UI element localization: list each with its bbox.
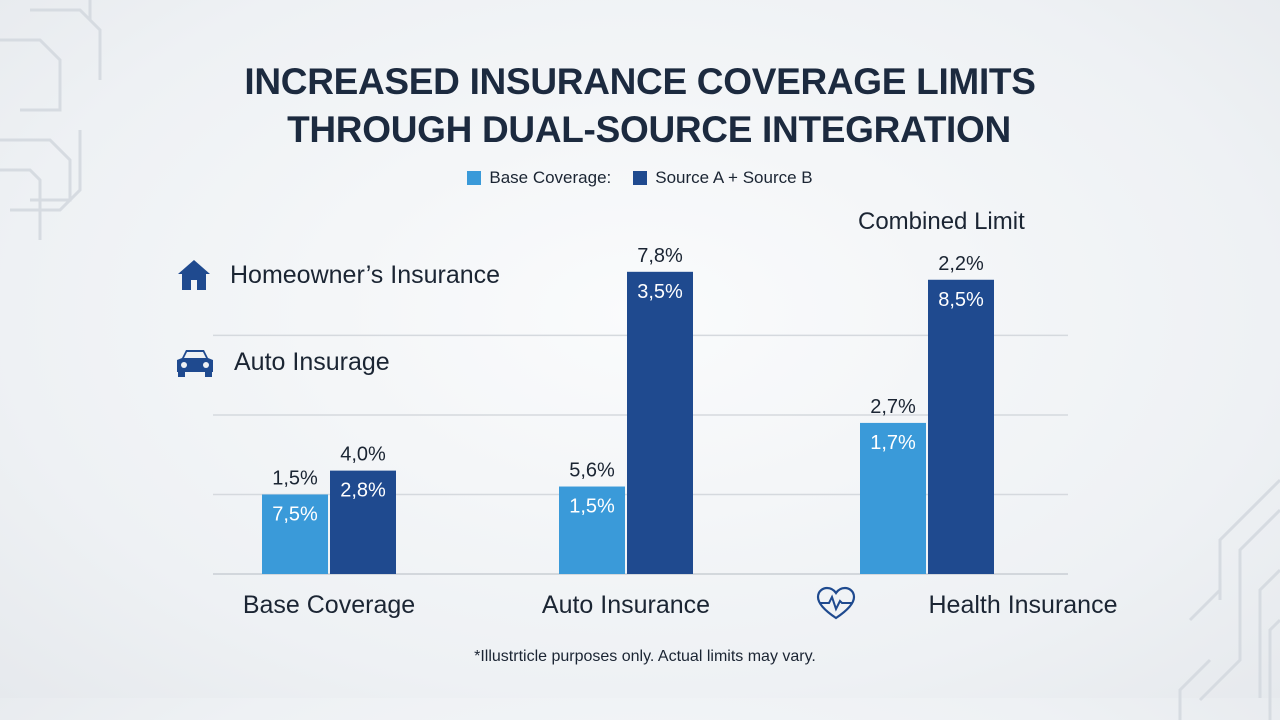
legend-swatch-source (633, 171, 648, 185)
background-pattern-left (0, 0, 102, 240)
combined-limit-label: Combined Limit (858, 208, 1025, 235)
bar-base-0 (262, 494, 328, 574)
legend-label-base: Base Coverage: (489, 168, 612, 187)
bar-inner-label: 2,8% (340, 480, 386, 502)
car-icon (177, 350, 213, 377)
title-line-2: THROUGH DUAL-SOURCE INTEGRATION (287, 109, 1011, 150)
bar-top-label: 2,7% (870, 396, 916, 418)
bar-inner-label: 1,7% (870, 432, 916, 454)
footnote: *Illustrticle purposes only. Actual limi… (474, 648, 816, 665)
bar-top-label: 4,0% (340, 444, 386, 466)
bar-source-2 (928, 279, 994, 574)
legend-label-source: Source A + Source B (655, 168, 813, 187)
bar-source-0 (330, 470, 396, 574)
bar-inner-label: 3,5% (637, 281, 683, 303)
heart-icon (816, 586, 856, 620)
legend: Base Coverage: Source A + Source B (0, 168, 1280, 188)
bar-top-label: 5,6% (569, 460, 615, 482)
legend-item-base: Base Coverage: (467, 168, 611, 188)
house-icon (178, 260, 210, 290)
bar-base-2 (860, 422, 926, 574)
homeowners-label-text: Homeowner’s Insurance (230, 260, 501, 289)
bar-top-label: 7,8% (637, 245, 683, 267)
legend-swatch-base (467, 171, 482, 185)
chart-title: INCREASED INSURANCE COVERAGE LIMITS THRO… (0, 58, 1280, 154)
bar-top-label: 2,2% (938, 253, 984, 275)
title-line-1: INCREASED INSURANCE COVERAGE LIMITS (244, 61, 1036, 102)
bar-inner-label: 8,5% (938, 289, 984, 311)
bar-base-1 (559, 486, 625, 574)
bar-chart: 1,5% 7,5% 4,0% 2,8% Base Coverage 5,6% 1,5% 7,8… (213, 245, 1118, 620)
category-label: Auto Insurance (542, 591, 710, 619)
auto-label-text: Auto Insurage (234, 347, 390, 376)
bar-top-label: 1,5% (272, 467, 318, 489)
background-pattern-right (1178, 478, 1280, 720)
bar-inner-label: 1,5% (569, 496, 615, 518)
category-label: Base Coverage (243, 591, 415, 619)
bar-source-1 (627, 271, 693, 574)
category-label: Health Insurance (928, 591, 1117, 619)
auto-label: Auto Insurage (174, 346, 390, 378)
homeowners-label: Homeowner’s Insurance (176, 258, 500, 292)
bar-inner-label: 7,5% (272, 503, 318, 525)
legend-item-source: Source A + Source B (633, 168, 813, 188)
